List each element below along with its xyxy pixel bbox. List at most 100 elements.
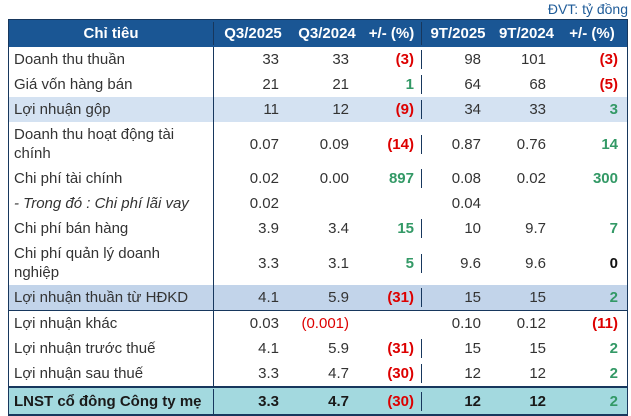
value-cell: 0	[609, 254, 618, 272]
table-row: Lợi nhuận khác 0.03 (0.001) 0.10 0.12 (11)	[9, 311, 627, 336]
row-label-cell: LNST cổ đông Công ty mẹ	[9, 388, 214, 414]
row-label-cell: Chi phí tài chính	[9, 166, 214, 191]
value-cell: 0.02	[249, 170, 279, 187]
value-cell: 0.00	[319, 170, 349, 187]
value-cell: 2	[609, 392, 618, 410]
value-cell: (14)	[362, 134, 422, 154]
value-cell: 3.3	[258, 365, 279, 382]
value-cell: 64	[464, 76, 481, 93]
header-cell-q3-pct: +/- (%)	[362, 22, 422, 45]
value-cell: 33	[262, 51, 279, 68]
value-cell: 12	[464, 365, 481, 382]
value-cell: 7	[609, 220, 618, 237]
value-cell: 5	[362, 253, 422, 273]
value-cell: 12	[529, 392, 546, 410]
header-cell-label: Chỉ tiêu	[9, 22, 214, 45]
table-row: Chi phí quản lý doanh nghiệp 3.3 3.1 5 9.6 9.…	[9, 241, 627, 285]
value-cell: (31)	[362, 339, 422, 358]
value-cell: 3.9	[258, 220, 279, 237]
value-cell: 9.7	[525, 220, 546, 237]
value-cell: 9.6	[525, 254, 546, 272]
value-cell: 2	[609, 289, 618, 306]
unit-note: ĐVT: tỷ đồng	[547, 1, 628, 17]
row-label-cell: Lợi nhuận trước thuế	[9, 336, 214, 361]
value-cell: 0.76	[516, 135, 546, 153]
value-cell: 3	[609, 101, 618, 118]
value-cell: (5)	[599, 76, 618, 93]
value-cell: 15	[464, 340, 481, 357]
value-cell: 5.9	[328, 340, 349, 357]
row-label-cell: Chi phí quản lý doanh nghiệp	[9, 241, 214, 285]
value-cell: 4.1	[258, 340, 279, 357]
value-cell: (30)	[362, 364, 422, 383]
value-cell: (30)	[362, 391, 422, 411]
financial-table: Chỉ tiêu Q3/2025 Q3/2024 +/- (%) 9T/2025…	[8, 19, 628, 416]
value-cell: 12	[529, 365, 546, 382]
value-cell: 0.03	[249, 315, 279, 332]
header-cell-9t-2025: 9T/2025	[430, 25, 486, 42]
value-cell: 0.12	[516, 315, 546, 332]
value-cell: 33	[332, 51, 349, 68]
value-cell: 3.3	[258, 254, 279, 272]
value-cell: 1	[362, 75, 422, 94]
value-cell: 3.3	[258, 392, 279, 410]
value-cell: 897	[362, 169, 422, 188]
value-cell: 15	[529, 340, 546, 357]
value-cell: 15	[529, 289, 546, 306]
table-row: Chi phí tài chính 0.02 0.00 897 0.08 0.02 300	[9, 166, 627, 191]
value-cell: 3.1	[328, 254, 349, 272]
value-cell: 9.6	[460, 254, 481, 272]
value-cell: 0.87	[451, 135, 481, 153]
row-label-cell: Lợi nhuận gộp	[9, 97, 214, 122]
table-row: - Trong đó : Chi phí lãi vay 0.02 0.04	[9, 191, 627, 216]
value-cell: 0.04	[451, 195, 481, 212]
value-cell: 0.09	[319, 135, 349, 153]
value-cell: 0.02	[516, 170, 546, 187]
row-label-cell: Lợi nhuận sau thuế	[9, 361, 214, 386]
value-cell: 15	[464, 289, 481, 306]
value-cell: (3)	[599, 51, 618, 68]
value-cell: 68	[529, 76, 546, 93]
value-cell: 2	[609, 365, 618, 382]
row-label-cell: Lợi nhuận thuần từ HĐKD	[9, 285, 214, 310]
table-row: Lợi nhuận trước thuế 4.1 5.9 (31) 15 15 2	[9, 336, 627, 361]
table-row: Giá vốn hàng bán 21 21 1 64 68 (5)	[9, 72, 627, 97]
table-row: Doanh thu hoạt động tài chính 0.07 0.09 (14…	[9, 122, 627, 166]
row-label-cell: Doanh thu hoạt động tài chính	[9, 122, 214, 166]
value-cell: 0.02	[249, 195, 279, 212]
value-cell: 3.4	[328, 220, 349, 237]
value-cell: 300	[592, 170, 618, 187]
header-cell-q3-2024: Q3/2024	[298, 25, 356, 42]
value-cell: 2	[609, 340, 618, 357]
row-label-cell: Lợi nhuận khác	[9, 311, 214, 336]
header-cell-q3-2025: Q3/2025	[224, 25, 282, 42]
value-cell: (3)	[362, 50, 422, 69]
value-cell: (9)	[362, 100, 422, 119]
header-cell-9t-2024: 9T/2024	[498, 25, 555, 42]
value-cell: (0.001)	[301, 315, 349, 332]
value-cell: 0.10	[451, 315, 481, 332]
table-row: Lợi nhuận thuần từ HĐKD 4.1 5.9 (31) 15 15 2	[9, 285, 627, 311]
value-cell: 34	[464, 101, 481, 118]
value-cell: 0.07	[249, 135, 279, 153]
value-cell: 11	[263, 101, 279, 118]
value-cell: 0.08	[451, 170, 481, 187]
header-cell-9t-pct: +/- (%)	[569, 25, 615, 42]
value-cell: 21	[332, 76, 349, 93]
value-cell: (11)	[592, 315, 618, 332]
table-body: Doanh thu thuần 33 33 (3) 98 101 (3) Giá vốn hà…	[9, 47, 627, 414]
value-cell: 14	[601, 135, 618, 153]
row-label-cell: Chi phí bán hàng	[9, 216, 214, 241]
value-cell: 15	[362, 219, 422, 238]
value-cell: (31)	[362, 288, 422, 307]
table-header-row: Chỉ tiêu Q3/2025 Q3/2024 +/- (%) 9T/2025…	[9, 20, 627, 47]
value-cell: 10	[464, 220, 481, 237]
value-cell: 4.1	[258, 289, 279, 306]
row-label-cell: Giá vốn hàng bán	[9, 72, 214, 97]
row-label-cell: Doanh thu thuần	[9, 47, 214, 72]
value-cell: 4.7	[328, 365, 349, 382]
row-label-cell: - Trong đó : Chi phí lãi vay	[9, 191, 214, 216]
value-cell: 5.9	[328, 289, 349, 306]
table-row: LNST cổ đông Công ty mẹ 3.3 4.7 (30) 12 12 2	[9, 386, 627, 414]
value-cell: 101	[520, 51, 546, 68]
